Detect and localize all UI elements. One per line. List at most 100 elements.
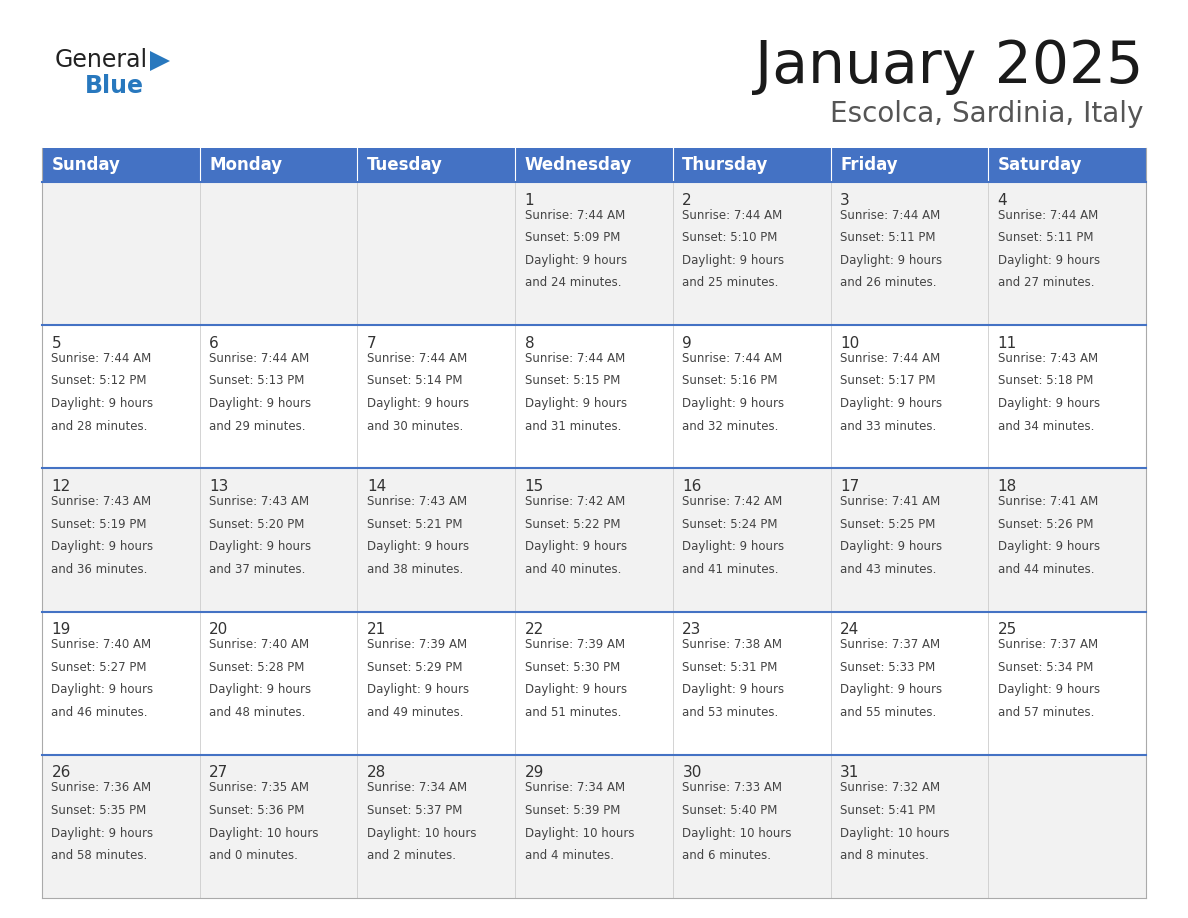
Bar bbox=[200, 468, 358, 611]
Text: and 0 minutes.: and 0 minutes. bbox=[209, 849, 298, 862]
Text: Daylight: 9 hours: Daylight: 9 hours bbox=[525, 254, 627, 267]
Bar bbox=[358, 468, 516, 611]
Text: 30: 30 bbox=[682, 766, 702, 780]
Text: Sunset: 5:20 PM: Sunset: 5:20 PM bbox=[209, 518, 304, 531]
Bar bbox=[830, 148, 988, 182]
Text: Sunrise: 7:40 AM: Sunrise: 7:40 AM bbox=[51, 638, 152, 651]
Text: Sunrise: 7:41 AM: Sunrise: 7:41 AM bbox=[998, 495, 1098, 508]
Text: Daylight: 10 hours: Daylight: 10 hours bbox=[682, 826, 792, 840]
Text: 28: 28 bbox=[367, 766, 386, 780]
Text: Daylight: 9 hours: Daylight: 9 hours bbox=[209, 397, 311, 410]
Text: Sunset: 5:11 PM: Sunset: 5:11 PM bbox=[840, 231, 935, 244]
Text: Blue: Blue bbox=[86, 74, 144, 98]
Text: Saturday: Saturday bbox=[998, 156, 1082, 174]
Text: and 28 minutes.: and 28 minutes. bbox=[51, 420, 147, 432]
Text: Daylight: 9 hours: Daylight: 9 hours bbox=[209, 541, 311, 554]
Text: Sunrise: 7:44 AM: Sunrise: 7:44 AM bbox=[840, 352, 940, 364]
Text: Sunset: 5:36 PM: Sunset: 5:36 PM bbox=[209, 804, 304, 817]
Text: 13: 13 bbox=[209, 479, 228, 494]
Bar bbox=[42, 755, 200, 898]
Text: Daylight: 9 hours: Daylight: 9 hours bbox=[840, 397, 942, 410]
Text: Sunrise: 7:37 AM: Sunrise: 7:37 AM bbox=[840, 638, 940, 651]
Bar bbox=[200, 182, 358, 325]
Text: Sunset: 5:09 PM: Sunset: 5:09 PM bbox=[525, 231, 620, 244]
Text: Sunrise: 7:44 AM: Sunrise: 7:44 AM bbox=[525, 208, 625, 221]
Text: Sunset: 5:31 PM: Sunset: 5:31 PM bbox=[682, 661, 778, 674]
Bar bbox=[988, 148, 1146, 182]
Text: Sunrise: 7:41 AM: Sunrise: 7:41 AM bbox=[840, 495, 940, 508]
Text: Sunrise: 7:44 AM: Sunrise: 7:44 AM bbox=[682, 352, 783, 364]
Text: Sunrise: 7:44 AM: Sunrise: 7:44 AM bbox=[209, 352, 309, 364]
Text: Sunrise: 7:43 AM: Sunrise: 7:43 AM bbox=[51, 495, 152, 508]
Bar bbox=[42, 611, 200, 755]
Text: Sunrise: 7:36 AM: Sunrise: 7:36 AM bbox=[51, 781, 152, 794]
Text: 26: 26 bbox=[51, 766, 71, 780]
Text: 25: 25 bbox=[998, 622, 1017, 637]
Text: Sunrise: 7:32 AM: Sunrise: 7:32 AM bbox=[840, 781, 940, 794]
Bar bbox=[516, 182, 672, 325]
Text: and 27 minutes.: and 27 minutes. bbox=[998, 276, 1094, 289]
Text: Sunset: 5:25 PM: Sunset: 5:25 PM bbox=[840, 518, 935, 531]
Text: Daylight: 9 hours: Daylight: 9 hours bbox=[525, 541, 627, 554]
Text: Sunrise: 7:42 AM: Sunrise: 7:42 AM bbox=[682, 495, 783, 508]
Text: and 51 minutes.: and 51 minutes. bbox=[525, 706, 621, 719]
Text: Wednesday: Wednesday bbox=[525, 156, 632, 174]
Text: Sunrise: 7:44 AM: Sunrise: 7:44 AM bbox=[367, 352, 467, 364]
Bar bbox=[200, 148, 358, 182]
Text: and 2 minutes.: and 2 minutes. bbox=[367, 849, 456, 862]
Text: January 2025: January 2025 bbox=[754, 38, 1143, 95]
Text: 10: 10 bbox=[840, 336, 859, 351]
Bar bbox=[358, 755, 516, 898]
Text: General: General bbox=[55, 48, 148, 72]
Text: and 55 minutes.: and 55 minutes. bbox=[840, 706, 936, 719]
Text: Sunrise: 7:34 AM: Sunrise: 7:34 AM bbox=[525, 781, 625, 794]
Text: Sunrise: 7:40 AM: Sunrise: 7:40 AM bbox=[209, 638, 309, 651]
Text: Sunset: 5:16 PM: Sunset: 5:16 PM bbox=[682, 375, 778, 387]
Bar bbox=[200, 611, 358, 755]
Bar bbox=[516, 325, 672, 468]
Text: Sunrise: 7:39 AM: Sunrise: 7:39 AM bbox=[525, 638, 625, 651]
Text: and 6 minutes.: and 6 minutes. bbox=[682, 849, 771, 862]
Polygon shape bbox=[150, 51, 170, 71]
Text: Sunset: 5:18 PM: Sunset: 5:18 PM bbox=[998, 375, 1093, 387]
Bar bbox=[830, 325, 988, 468]
Text: 2: 2 bbox=[682, 193, 691, 207]
Bar bbox=[672, 611, 830, 755]
Text: and 30 minutes.: and 30 minutes. bbox=[367, 420, 463, 432]
Text: Monday: Monday bbox=[209, 156, 283, 174]
Bar bbox=[672, 148, 830, 182]
Text: 12: 12 bbox=[51, 479, 71, 494]
Text: 6: 6 bbox=[209, 336, 219, 351]
Bar bbox=[988, 611, 1146, 755]
Text: 19: 19 bbox=[51, 622, 71, 637]
Text: and 33 minutes.: and 33 minutes. bbox=[840, 420, 936, 432]
Text: Sunrise: 7:35 AM: Sunrise: 7:35 AM bbox=[209, 781, 309, 794]
Text: and 40 minutes.: and 40 minutes. bbox=[525, 563, 621, 576]
Bar bbox=[516, 611, 672, 755]
Text: and 49 minutes.: and 49 minutes. bbox=[367, 706, 463, 719]
Text: Thursday: Thursday bbox=[682, 156, 769, 174]
Text: and 38 minutes.: and 38 minutes. bbox=[367, 563, 463, 576]
Text: Sunset: 5:12 PM: Sunset: 5:12 PM bbox=[51, 375, 147, 387]
Text: 17: 17 bbox=[840, 479, 859, 494]
Text: and 57 minutes.: and 57 minutes. bbox=[998, 706, 1094, 719]
Text: Daylight: 10 hours: Daylight: 10 hours bbox=[209, 826, 318, 840]
Text: Tuesday: Tuesday bbox=[367, 156, 443, 174]
Text: and 44 minutes.: and 44 minutes. bbox=[998, 563, 1094, 576]
Text: Sunset: 5:27 PM: Sunset: 5:27 PM bbox=[51, 661, 147, 674]
Text: Sunset: 5:39 PM: Sunset: 5:39 PM bbox=[525, 804, 620, 817]
Bar bbox=[830, 755, 988, 898]
Text: and 32 minutes.: and 32 minutes. bbox=[682, 420, 778, 432]
Bar bbox=[42, 325, 200, 468]
Text: 4: 4 bbox=[998, 193, 1007, 207]
Text: and 48 minutes.: and 48 minutes. bbox=[209, 706, 305, 719]
Text: Sunset: 5:41 PM: Sunset: 5:41 PM bbox=[840, 804, 935, 817]
Text: Sunset: 5:28 PM: Sunset: 5:28 PM bbox=[209, 661, 304, 674]
Bar bbox=[516, 468, 672, 611]
Text: Friday: Friday bbox=[840, 156, 898, 174]
Bar bbox=[358, 182, 516, 325]
Text: Sunrise: 7:44 AM: Sunrise: 7:44 AM bbox=[525, 352, 625, 364]
Text: Sunrise: 7:39 AM: Sunrise: 7:39 AM bbox=[367, 638, 467, 651]
Text: Sunset: 5:15 PM: Sunset: 5:15 PM bbox=[525, 375, 620, 387]
Text: 7: 7 bbox=[367, 336, 377, 351]
